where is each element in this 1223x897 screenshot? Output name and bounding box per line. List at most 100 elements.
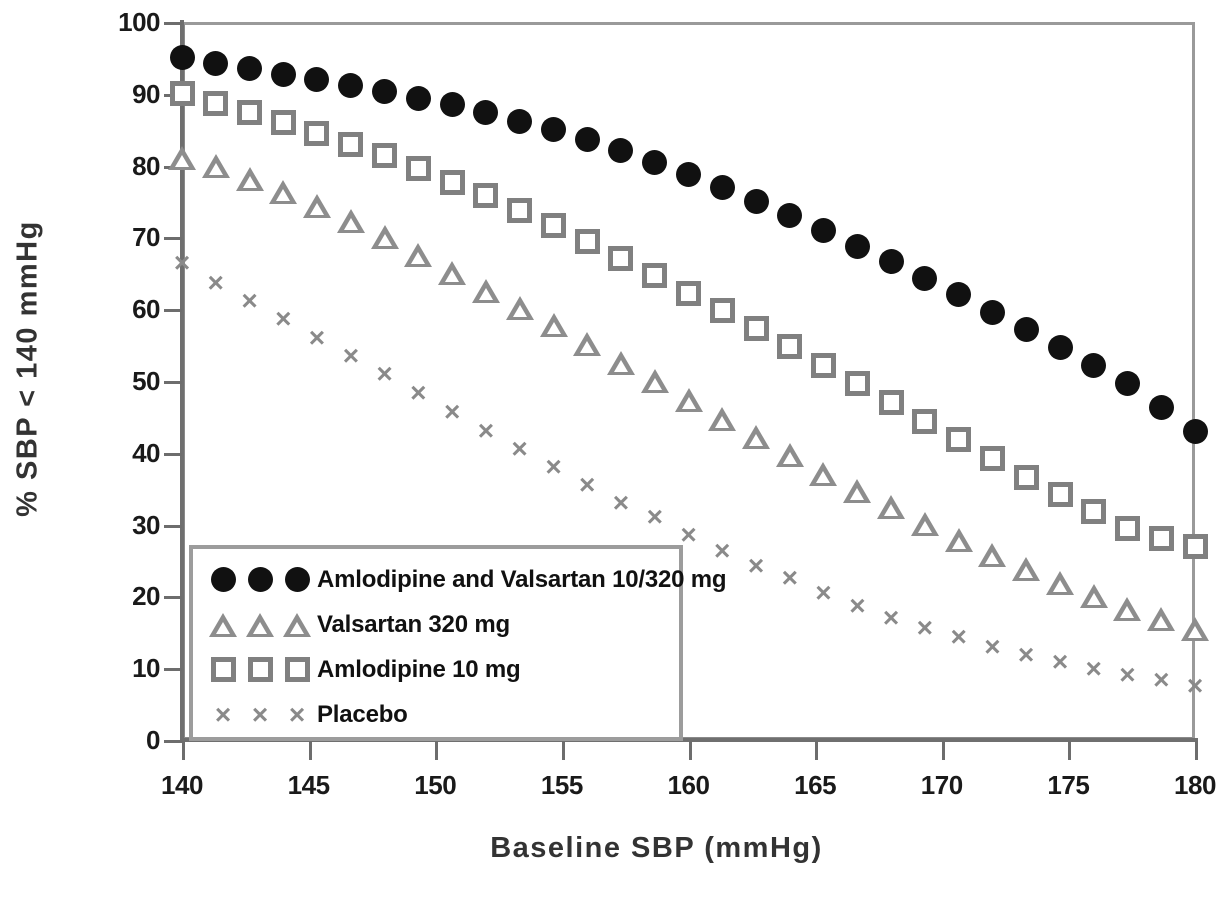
data-point-open-square	[979, 446, 1005, 472]
x-axis-title: Baseline SBP (mmHg)	[490, 832, 823, 864]
y-tick-label: 50	[132, 366, 160, 396]
data-point-cross: ×	[207, 267, 224, 299]
data-point-cross: ×	[1017, 639, 1035, 671]
y-tick-label: 60	[132, 294, 160, 325]
data-point-open-square	[284, 657, 310, 682]
data-point-open-triangle	[1046, 571, 1075, 596]
y-tick-mark	[164, 237, 182, 241]
data-point-open-square	[676, 280, 701, 306]
data-point-open-square	[1148, 526, 1174, 552]
data-point-cross: ×	[713, 535, 731, 567]
data-point-open-triangle	[336, 208, 365, 233]
data-point-open-triangle	[742, 425, 771, 449]
y-tick-label: 40	[132, 437, 160, 468]
y-tick-label: 80	[132, 150, 160, 181]
data-point-open-triangle	[302, 193, 331, 218]
data-point-open-triangle	[910, 511, 939, 536]
data-point-filled-circle	[574, 127, 600, 153]
data-point-filled-circle	[777, 203, 803, 229]
data-point-open-square	[642, 262, 668, 288]
data-point-cross: ×	[477, 415, 495, 447]
data-point-open-square	[1013, 464, 1039, 490]
data-point-open-triangle	[209, 612, 237, 637]
x-tick-mark	[308, 741, 312, 760]
data-point-open-triangle	[1181, 616, 1209, 641]
data-point-cross: ×	[241, 284, 258, 316]
data-point-open-square	[338, 131, 364, 157]
data-point-open-triangle	[877, 495, 906, 520]
data-point-open-triangle	[235, 166, 264, 191]
data-point-cross: ×	[849, 589, 866, 621]
legend-item-3[interactable]: Amlodipine 10 mg	[205, 647, 679, 692]
legend-item-2[interactable]: Valsartan 320 mg	[205, 602, 679, 647]
data-point-open-square	[844, 371, 870, 397]
data-point-filled-circle	[541, 117, 567, 143]
data-point-filled-circle	[507, 108, 533, 134]
data-point-cross: ×	[680, 519, 697, 551]
data-point-cross: ×	[275, 302, 292, 334]
chart-legend: Amlodipine and Valsartan 10/320 mg Valsar…	[189, 545, 727, 741]
data-point-cross: ×	[612, 487, 630, 519]
data-point-open-square	[810, 352, 836, 378]
data-point-cross: ×	[308, 321, 326, 353]
data-point-open-square	[405, 155, 431, 181]
data-point-open-square	[304, 120, 330, 146]
data-point-open-triangle	[775, 442, 804, 467]
y-tick-mark	[164, 524, 182, 528]
data-point-cross: ×	[1119, 659, 1136, 691]
data-point-filled-circle	[210, 567, 236, 592]
data-point-filled-circle	[608, 138, 634, 164]
x-tick-label: 170	[920, 770, 963, 800]
data-point-filled-circle	[237, 56, 263, 82]
data-point-filled-circle	[1047, 334, 1073, 360]
x-tick-label: 175	[1047, 770, 1090, 800]
data-point-filled-circle	[338, 72, 364, 98]
data-point-filled-circle	[203, 51, 229, 77]
data-point-filled-circle	[676, 162, 701, 188]
data-point-filled-circle	[1182, 418, 1208, 444]
legend-item-1[interactable]: Amlodipine and Valsartan 10/320 mg	[205, 557, 727, 602]
legend-marker-filled-circle-icon	[205, 562, 317, 598]
data-point-cross: ×	[950, 621, 967, 653]
data-point-cross: ×	[173, 246, 191, 278]
data-point-open-square	[1047, 481, 1073, 507]
legend-item-4[interactable]: × × × Placebo	[205, 692, 679, 737]
data-point-cross: ×	[342, 339, 360, 371]
data-point-open-square	[507, 197, 533, 223]
y-tick-label: 10	[132, 653, 160, 684]
x-tick-label: 140	[161, 770, 203, 800]
data-point-open-square	[439, 169, 465, 195]
data-point-cross: ×	[984, 630, 1001, 662]
y-tick-mark	[164, 309, 182, 313]
y-tick-label: 90	[132, 78, 160, 109]
data-point-open-square	[203, 90, 229, 116]
data-point-open-square	[1081, 499, 1107, 525]
y-tick-label: 70	[132, 222, 160, 253]
data-point-filled-circle	[270, 61, 296, 87]
data-point-cross: ×	[747, 549, 765, 581]
data-point-filled-circle	[810, 218, 836, 244]
data-point-filled-circle	[372, 79, 398, 105]
data-point-open-square	[777, 334, 803, 360]
x-tick-mark	[182, 741, 185, 760]
data-point-filled-circle	[979, 299, 1005, 325]
data-point-open-square	[946, 427, 972, 453]
data-point-open-triangle	[201, 154, 230, 179]
data-point-cross: ×	[781, 562, 798, 594]
data-point-filled-circle	[169, 45, 195, 71]
data-point-open-square	[1182, 533, 1208, 559]
x-tick-label: 155	[540, 770, 583, 800]
data-point-open-triangle	[606, 351, 635, 376]
data-point-open-triangle	[168, 146, 196, 171]
data-point-open-square	[709, 298, 735, 324]
data-point-filled-circle	[743, 189, 769, 214]
data-point-open-triangle	[944, 527, 973, 552]
data-point-cross: ×	[410, 377, 427, 409]
data-point-cross: ×	[376, 357, 393, 389]
y-axis-line	[180, 20, 184, 742]
data-point-cross: ×	[214, 698, 232, 730]
data-point-filled-circle	[709, 175, 735, 201]
